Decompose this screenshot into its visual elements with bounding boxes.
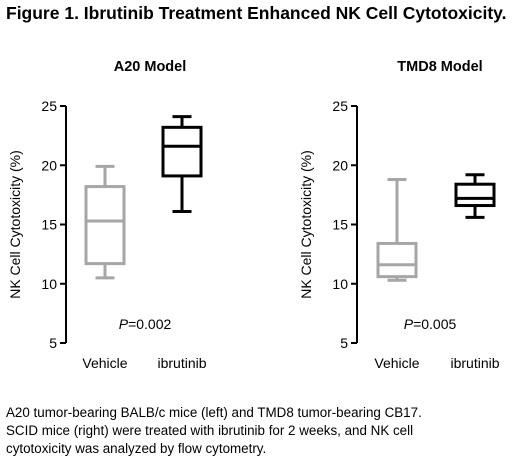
box-iqr [161,125,203,178]
y-tick-label: 10 [41,276,57,292]
x-category-label: Vehicle [82,355,127,371]
figure-title: Figure 1. Ibrutinib Treatment Enhanced N… [6,3,507,23]
caption-line-3: cytotoxicity was analyzed by flow cytome… [6,441,267,456]
chart-panel-2: TMD8 Model NK Cell Cytotoxicity (%) 5 10 15 2… [298,59,500,371]
box-iqr [454,182,496,208]
y-tick-label: 10 [332,276,348,292]
chart-title: A20 Model [114,59,187,75]
x-category-label: ibrutinib [450,355,499,371]
y-tick-label: 15 [41,217,57,233]
y-tick-label: 25 [332,98,348,114]
y-axis-label: NK Cell Cytotoxicity (%) [7,150,23,299]
y-tick-label: 15 [332,217,348,233]
y-axis-label: NK Cell Cytotoxicity (%) [298,150,314,299]
caption-line-1: A20 tumor-bearing BALB/c mice (left) and… [6,405,422,420]
box-ibrutinib [454,173,496,219]
box-vehicle [376,177,418,282]
figure-svg: A20 Model NK Cell Cytotoxicity (%) 5 10 15 20… [7,59,500,371]
y-tick-label: 20 [41,157,57,173]
chart-title: TMD8 Model [397,59,482,75]
chart-panel-1: A20 Model NK Cell Cytotoxicity (%) 5 10 15 20… [7,59,207,371]
p-value-annotation: P=0.002 [119,316,172,332]
x-category-label: Vehicle [374,355,419,371]
y-tick-label: 5 [49,335,57,351]
box-iqr [376,241,418,279]
box-iqr [84,185,126,266]
x-category-label: ibrutinib [157,355,206,371]
caption-line-2: SCID mice (right) were treated with ibru… [6,423,414,438]
figure-caption: A20 tumor-bearing BALB/c mice (left) and… [6,404,518,458]
y-tick-label: 20 [332,157,348,173]
p-value-annotation: P=0.005 [404,316,457,332]
box-vehicle [84,164,126,280]
box-ibrutinib [161,115,203,213]
y-tick-label: 25 [41,98,57,114]
y-tick-label: 5 [340,335,348,351]
